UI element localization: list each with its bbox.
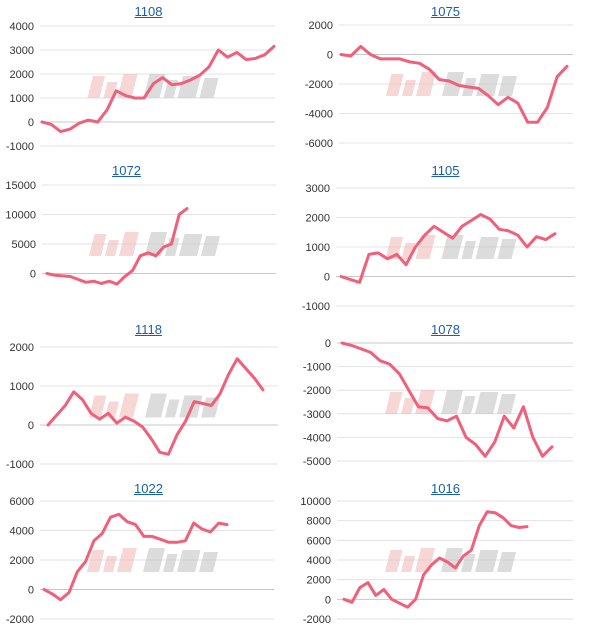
y-tick-label: -5000 <box>303 456 331 468</box>
chart-panel-1022: 1022 -2000 0 2000 4000 6000 <box>0 477 297 636</box>
y-tick-label: 10000 <box>5 210 36 222</box>
y-tick-label: -2000 <box>6 614 34 626</box>
series-line <box>339 213 557 284</box>
y-tick-label: 2000 <box>10 555 34 567</box>
series-line <box>45 207 189 286</box>
y-tick-label: 2000 <box>10 69 34 81</box>
line-chart: -2000 0 2000 4000 6000 8000 10000 <box>300 496 573 626</box>
y-tick-label: 0 <box>28 420 34 432</box>
y-tick-label: 4000 <box>10 21 34 33</box>
watermark-logo <box>385 235 517 259</box>
y-tick-label: -4000 <box>303 432 331 444</box>
chart-title-link[interactable]: 1078 <box>431 322 460 337</box>
watermark-logo <box>87 548 219 572</box>
line-chart: -1000 0 1000 2000 3000 4000 <box>6 21 276 153</box>
y-tick-label: 4000 <box>307 555 331 567</box>
y-tick-label: -1000 <box>302 301 330 313</box>
watermark-logo <box>385 390 517 414</box>
y-tick-label: 3000 <box>10 45 34 57</box>
y-tick-label: 15000 <box>5 180 36 192</box>
chart-panel-1072: 1072 0 5000 10000 15000 <box>0 159 297 318</box>
series-line <box>342 510 529 609</box>
chart-title-link[interactable]: 1118 <box>135 322 162 337</box>
y-tick-label: 0 <box>30 269 36 281</box>
y-tick-label: 2000 <box>307 575 331 587</box>
line-chart: 0 5000 10000 15000 <box>5 180 276 286</box>
y-tick-label: 8000 <box>307 516 331 528</box>
chart-title-link[interactable]: 1075 <box>431 4 460 19</box>
y-tick-label: 0 <box>28 117 34 129</box>
y-tick-label: 0 <box>324 272 330 284</box>
series-line <box>339 44 569 124</box>
y-tick-label: -4000 <box>305 109 333 121</box>
y-tick-label: -2000 <box>305 79 333 91</box>
y-tick-label: 6000 <box>307 535 331 547</box>
chart-title-link[interactable]: 1072 <box>112 163 141 178</box>
chart-panel-1105: 1105 -1000 0 1000 2000 3000 <box>297 159 594 318</box>
y-tick-label: 0 <box>327 50 333 62</box>
y-tick-label: 0 <box>28 585 34 597</box>
y-tick-label: 6000 <box>10 496 34 508</box>
y-tick-label: 4000 <box>10 526 34 538</box>
y-tick-label: 2000 <box>309 20 333 32</box>
chart-panel-1118: 1118 -1000 0 1000 2000 <box>0 318 297 477</box>
series-line <box>340 341 554 458</box>
y-tick-label: 10000 <box>300 496 331 508</box>
chart-panel-1016: 1016 -2000 0 2000 4000 6000 8000 10000 <box>297 477 594 636</box>
series-line <box>46 357 265 456</box>
y-tick-label: -2000 <box>303 614 331 626</box>
y-tick-label: 2000 <box>306 213 330 225</box>
line-chart: -5000 -4000 -3000 -2000 -1000 0 <box>303 338 573 468</box>
line-chart: -6000 -4000 -2000 0 2000 <box>305 20 573 150</box>
line-chart: -1000 0 1000 2000 3000 <box>302 183 575 313</box>
y-tick-label: 0 <box>325 594 331 606</box>
y-tick-label: 0 <box>325 338 331 350</box>
chart-title-link[interactable]: 1016 <box>431 481 460 496</box>
y-tick-label: 1000 <box>10 381 34 393</box>
y-tick-label: -3000 <box>303 409 331 421</box>
series-line <box>42 512 229 602</box>
y-tick-label: -6000 <box>305 138 333 150</box>
y-tick-label: 3000 <box>306 183 330 195</box>
chart-panel-1075: 1075 -6000 -4000 -2000 0 2000 <box>297 0 594 159</box>
series-line <box>40 44 276 134</box>
chart-panel-1078: 1078 -5000 -4000 -3000 -2000 -1000 0 <box>297 318 594 477</box>
chart-title-link[interactable]: 1022 <box>134 481 163 496</box>
y-tick-label: -1000 <box>6 141 34 153</box>
line-chart: -1000 0 1000 2000 <box>6 342 278 471</box>
y-tick-label: -2000 <box>303 385 331 397</box>
y-tick-label: -1000 <box>303 362 331 374</box>
y-tick-label: 2000 <box>10 342 34 354</box>
line-chart: -2000 0 2000 4000 6000 <box>6 496 274 626</box>
y-tick-label: 1000 <box>306 242 330 254</box>
y-tick-label: 5000 <box>12 239 36 251</box>
chart-title-link[interactable]: 1105 <box>431 163 460 178</box>
chart-title-link[interactable]: 1108 <box>134 4 163 19</box>
chart-panel-1108: 1108 -1000 0 1000 2000 3000 4000 <box>0 0 297 159</box>
watermark-logo <box>89 232 221 256</box>
y-tick-label: -1000 <box>6 459 34 471</box>
y-tick-label: 1000 <box>10 93 34 105</box>
